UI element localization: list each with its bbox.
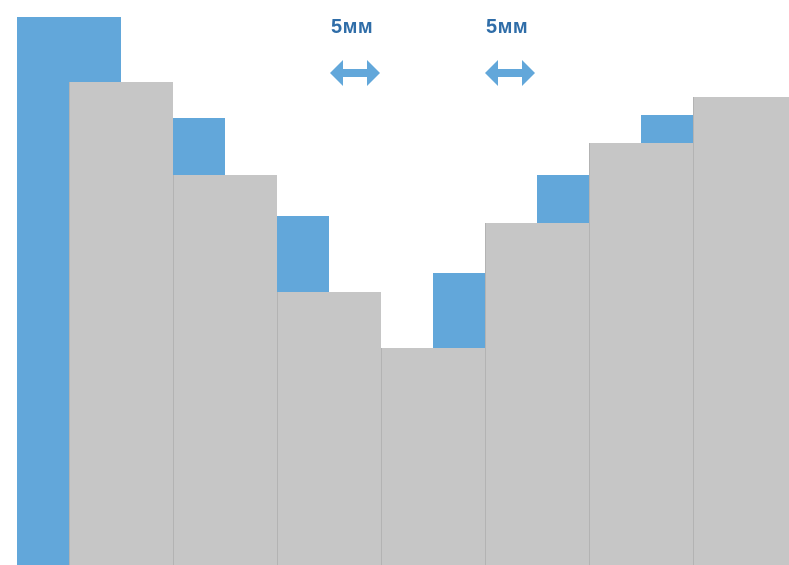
blue-strip-3 [173,118,225,175]
gray-strip-2 [173,175,277,565]
blue-strips [17,17,693,565]
blue-strip-1 [17,17,69,565]
gap-label-left: 5мм [331,16,374,38]
gap-label-right: 5мм [486,16,529,38]
gray-strips [69,82,789,565]
gray-strip-1 [69,82,173,565]
gray-strip-6 [589,143,693,565]
gray-strip-4 [381,348,485,565]
gray-strip-5 [485,223,589,565]
blue-strip-7 [641,115,693,143]
blue-strip-2 [69,17,121,82]
blue-strip-5 [433,273,485,348]
blue-strip-4 [277,216,329,292]
gap-arrows [330,60,535,86]
gray-strip-3 [277,292,381,565]
double-arrow-icon-1 [330,60,380,86]
blue-strip-6 [537,175,589,223]
gray-strip-7 [693,97,789,565]
double-arrow-icon-2 [485,60,535,86]
